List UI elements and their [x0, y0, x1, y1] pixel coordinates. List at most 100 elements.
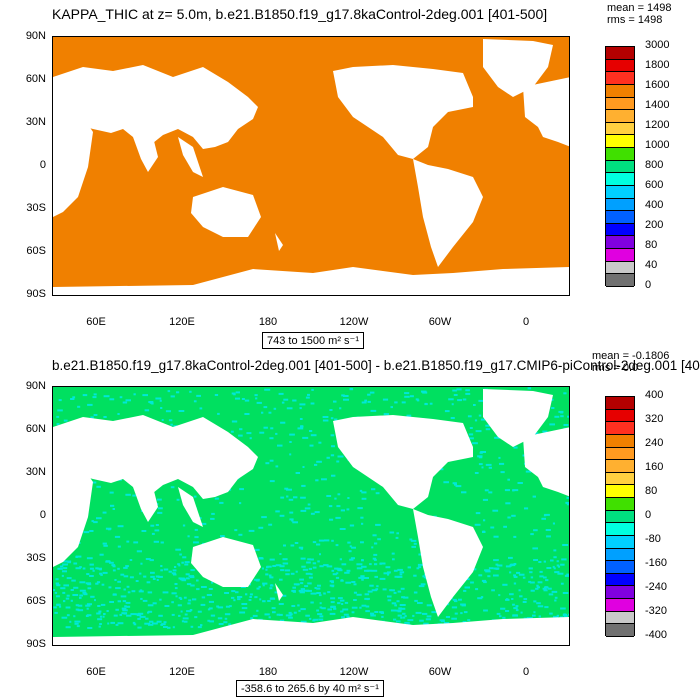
- noise-speck: [120, 573, 125, 576]
- noise-speck: [308, 576, 313, 579]
- noise-speck: [537, 605, 544, 608]
- noise-speck: [137, 626, 142, 629]
- noise-speck: [363, 577, 369, 579]
- bottom-lon-120w: 120W: [339, 666, 369, 678]
- noise-speck: [464, 586, 470, 589]
- noise-speck: [367, 400, 371, 403]
- noise-speck: [312, 541, 317, 544]
- noise-speck: [152, 602, 157, 605]
- noise-speck: [383, 413, 389, 416]
- noise-speck: [549, 423, 555, 426]
- noise-speck: [487, 575, 491, 578]
- noise-speck: [182, 524, 186, 527]
- colorbar-swatch: [606, 122, 634, 136]
- noise-speck: [299, 578, 304, 581]
- noise-speck: [416, 399, 420, 402]
- noise-speck: [123, 575, 129, 578]
- noise-speck: [452, 482, 457, 485]
- noise-speck: [536, 602, 541, 605]
- noise-speck: [457, 399, 462, 402]
- noise-speck: [244, 413, 250, 415]
- noise-speck: [472, 442, 478, 445]
- noise-speck: [312, 619, 316, 622]
- noise-speck: [157, 575, 163, 578]
- noise-speck: [337, 597, 343, 600]
- noise-speck: [159, 598, 162, 601]
- noise-speck: [199, 407, 203, 410]
- noise-speck: [170, 486, 175, 489]
- noise-speck: [314, 587, 317, 589]
- colorbar-swatch: [606, 110, 634, 123]
- noise-speck: [268, 616, 271, 619]
- noise-speck: [400, 607, 406, 610]
- noise-speck: [146, 581, 151, 584]
- noise-speck: [329, 580, 334, 583]
- noise-speck: [174, 566, 177, 568]
- noise-speck: [286, 488, 292, 491]
- noise-speck: [393, 618, 397, 621]
- noise-speck: [375, 523, 381, 526]
- noise-speck: [280, 421, 286, 424]
- noise-speck: [387, 595, 392, 598]
- colorbar-label: 80: [645, 239, 658, 251]
- noise-speck: [452, 598, 457, 601]
- colorbar-swatch: [606, 586, 634, 599]
- noise-speck: [307, 503, 311, 506]
- noise-speck: [201, 596, 206, 599]
- noise-speck: [91, 520, 94, 523]
- noise-speck: [264, 388, 271, 391]
- noise-speck: [549, 612, 553, 615]
- noise-speck: [258, 585, 261, 588]
- noise-speck: [65, 626, 71, 629]
- bottom-lat-90s: 90S: [26, 638, 46, 650]
- noise-speck: [165, 410, 171, 413]
- noise-speck: [279, 619, 285, 622]
- noise-speck: [300, 620, 307, 623]
- noise-speck: [323, 592, 326, 595]
- noise-speck: [155, 524, 159, 526]
- noise-speck: [321, 607, 326, 610]
- top-stats: mean = 1498 rms = 1498: [607, 2, 672, 26]
- bottom-lat-90n: 90N: [25, 380, 46, 392]
- noise-speck: [164, 605, 170, 607]
- noise-speck: [318, 539, 325, 542]
- colorbar-swatch: [606, 460, 634, 473]
- colorbar-label: 800: [645, 159, 664, 171]
- noise-speck: [337, 602, 341, 605]
- top-mean: mean = 1498: [607, 2, 672, 14]
- noise-speck: [481, 466, 484, 469]
- noise-speck: [112, 508, 115, 510]
- noise-speck: [399, 571, 405, 574]
- noise-speck: [171, 592, 177, 595]
- noise-speck: [249, 593, 253, 596]
- noise-speck: [110, 504, 115, 507]
- noise-speck: [291, 519, 294, 522]
- colorbar-label: 1400: [645, 99, 670, 111]
- noise-speck: [543, 576, 547, 579]
- noise-speck: [72, 594, 79, 596]
- noise-speck: [461, 604, 466, 607]
- colorbar-label: -240: [645, 581, 668, 593]
- noise-speck: [197, 626, 202, 629]
- noise-speck: [538, 561, 542, 563]
- noise-speck: [87, 627, 93, 629]
- noise-speck: [97, 618, 103, 621]
- noise-speck: [567, 415, 569, 418]
- noise-speck: [193, 495, 197, 498]
- noise-speck: [239, 502, 242, 505]
- noise-speck: [443, 481, 449, 484]
- top-lon-0: 0: [522, 316, 530, 328]
- noise-speck: [163, 621, 167, 624]
- noise-speck: [513, 582, 517, 585]
- noise-speck: [474, 419, 478, 422]
- noise-speck: [357, 507, 363, 510]
- noise-speck: [361, 604, 367, 607]
- colorbar-label: 200: [645, 219, 664, 231]
- noise-speck: [73, 562, 78, 565]
- noise-speck: [186, 610, 192, 613]
- noise-speck: [277, 444, 283, 447]
- noise-speck: [417, 566, 422, 569]
- noise-speck: [309, 444, 314, 447]
- noise-speck: [496, 564, 503, 567]
- noise-speck: [211, 512, 215, 515]
